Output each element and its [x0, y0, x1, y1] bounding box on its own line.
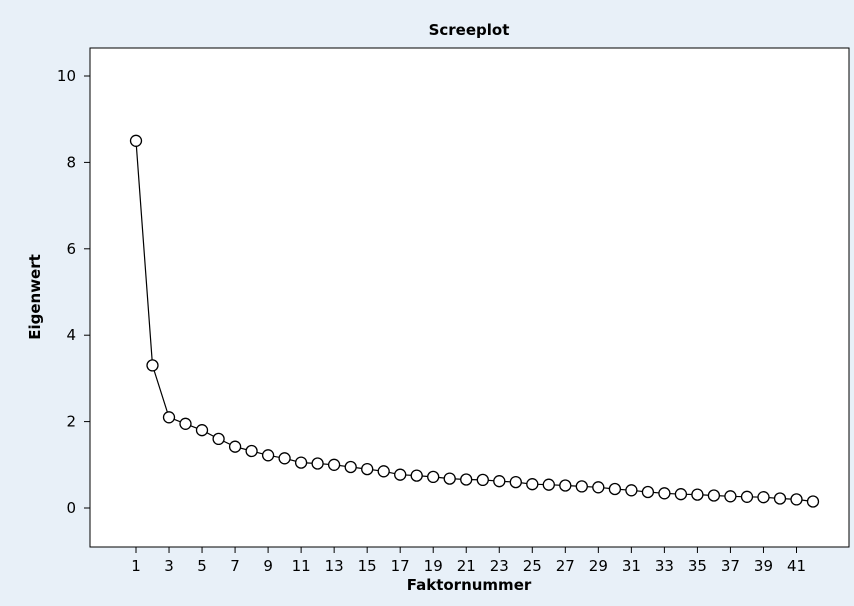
x-tick-label: 25 — [523, 557, 542, 575]
y-tick-label: 8 — [66, 153, 76, 171]
data-point — [443, 472, 456, 485]
data-point — [129, 134, 143, 147]
data-point — [245, 444, 258, 458]
data-point — [327, 458, 341, 471]
data-point — [806, 495, 820, 508]
x-tick-label: 1 — [131, 557, 141, 575]
data-point — [757, 491, 770, 504]
y-tick-label: 2 — [66, 413, 76, 431]
y-tick-label: 4 — [66, 326, 76, 344]
chart-title: Screeplot — [429, 21, 510, 39]
x-tick-label: 9 — [263, 557, 273, 575]
x-tick-label: 27 — [556, 557, 575, 575]
data-point — [641, 485, 655, 499]
data-point — [179, 417, 192, 430]
data-point — [394, 468, 407, 481]
data-point — [575, 480, 588, 493]
data-point — [542, 478, 555, 491]
data-point — [294, 456, 308, 469]
data-point — [476, 473, 489, 487]
x-tick-label: 39 — [754, 557, 773, 575]
x-tick-label: 3 — [164, 557, 174, 575]
x-axis: 1 3 5 7 9 11 13 15 17 19 21 23 25 27 29 31 33 35 37 39 41 — [131, 547, 806, 575]
data-point — [526, 478, 539, 491]
data-point — [559, 479, 572, 492]
data-point — [625, 484, 638, 497]
data-point — [377, 465, 390, 478]
x-tick-label: 11 — [292, 557, 311, 575]
x-axis-title: Faktornummer — [407, 576, 532, 594]
data-point — [410, 469, 423, 482]
x-tick-label: 15 — [358, 557, 377, 575]
data-point — [261, 449, 275, 462]
data-point — [592, 481, 605, 494]
data-point — [493, 475, 506, 488]
data-point — [162, 411, 176, 424]
data-point — [608, 482, 622, 496]
data-point — [344, 460, 357, 474]
x-tick-label: 35 — [688, 557, 707, 575]
data-point — [773, 492, 787, 505]
data-point — [195, 424, 209, 437]
x-tick-label: 19 — [424, 557, 443, 575]
series-group — [129, 134, 820, 508]
x-tick-label: 7 — [230, 557, 240, 575]
data-point — [674, 488, 688, 501]
x-tick-label: 31 — [622, 557, 641, 575]
data-point — [740, 490, 754, 503]
x-tick-label: 13 — [325, 557, 344, 575]
x-tick-label: 41 — [787, 557, 806, 575]
data-point — [212, 432, 225, 446]
data-point — [460, 473, 473, 486]
y-tick-label: 0 — [66, 499, 76, 517]
y-axis-title: Eigenwert — [26, 254, 44, 340]
data-point — [228, 440, 242, 453]
data-point — [790, 493, 803, 506]
data-point — [361, 462, 374, 476]
data-point — [707, 489, 721, 502]
y-axis: 0 2 4 6 8 10 — [57, 67, 90, 517]
x-tick-label: 23 — [490, 557, 509, 575]
plot-area — [89, 47, 850, 548]
x-tick-label: 17 — [391, 557, 410, 575]
data-point — [509, 475, 522, 489]
x-tick-label: 33 — [655, 557, 674, 575]
data-point — [278, 452, 291, 465]
x-tick-label: 37 — [721, 557, 740, 575]
x-tick-label: 5 — [197, 557, 207, 575]
y-tick-label: 10 — [57, 67, 76, 85]
data-point — [146, 359, 159, 372]
data-point — [311, 457, 324, 470]
x-tick-label: 29 — [589, 557, 608, 575]
data-point — [724, 490, 737, 503]
data-point — [691, 488, 704, 501]
data-point — [658, 487, 671, 500]
data-point — [427, 470, 440, 484]
x-tick-label: 21 — [457, 557, 476, 575]
y-tick-label: 6 — [66, 240, 76, 258]
